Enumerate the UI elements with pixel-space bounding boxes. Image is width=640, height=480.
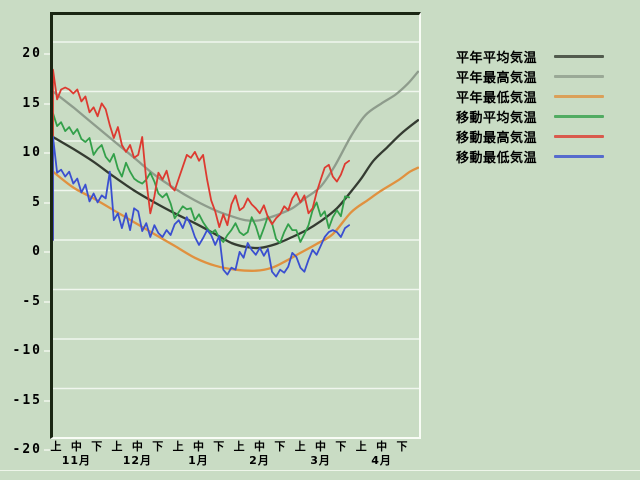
legend-line-swatch bbox=[554, 74, 604, 78]
temperature-line-chart bbox=[53, 41, 419, 390]
x-period-label: 上 bbox=[172, 440, 184, 453]
x-month-label: 11月 bbox=[61, 454, 91, 467]
x-period-label: 上 bbox=[294, 440, 306, 453]
y-axis-tick bbox=[44, 102, 50, 105]
y-axis-tick bbox=[44, 152, 50, 154]
y-axis-label: 0 bbox=[32, 244, 42, 259]
x-month-label: 3月 bbox=[310, 454, 331, 467]
series-line-norm_min bbox=[53, 166, 419, 272]
x-period-label: 下 bbox=[335, 440, 347, 453]
plot-area bbox=[50, 12, 421, 439]
legend-item: 平年最高気温 bbox=[456, 66, 604, 86]
legend-label: 平年最低気温 bbox=[456, 90, 538, 106]
y-axis-tick bbox=[44, 251, 50, 253]
series-line-move_max bbox=[53, 68, 350, 241]
x-period-label: 下 bbox=[91, 440, 103, 453]
x-period-label: 上 bbox=[233, 440, 245, 453]
y-axis-tick bbox=[44, 53, 50, 55]
window-bottom-edge bbox=[0, 470, 640, 471]
x-period-label: 中 bbox=[315, 440, 327, 453]
legend-line-swatch bbox=[554, 154, 604, 158]
x-period-label: 中 bbox=[192, 440, 204, 453]
y-axis-label: -15 bbox=[12, 392, 42, 408]
y-axis-label: -5 bbox=[22, 293, 42, 309]
legend-label: 移動平均気温 bbox=[456, 110, 538, 126]
x-period-label: 下 bbox=[152, 440, 164, 453]
y-axis-tick bbox=[44, 449, 50, 451]
legend-line-swatch bbox=[554, 54, 604, 58]
x-period-label: 上 bbox=[111, 440, 123, 453]
legend-line-swatch bbox=[554, 114, 604, 118]
series-line-move_mean bbox=[53, 112, 350, 244]
legend-line-swatch bbox=[554, 134, 604, 138]
x-period-label: 下 bbox=[396, 440, 408, 453]
y-axis-label: -20 bbox=[12, 442, 42, 457]
legend: 平年平均気温 平年最高気温 平年最低気温 移動平均気温 移動最高気温 移動最低気… bbox=[456, 46, 604, 166]
x-period-label: 上 bbox=[355, 440, 367, 453]
y-axis-label: 5 bbox=[32, 194, 42, 210]
y-axis-label: 15 bbox=[22, 95, 42, 111]
legend-label: 平年最高気温 bbox=[456, 70, 538, 86]
x-month-label: 2月 bbox=[249, 454, 270, 467]
legend-label: 移動最低気温 bbox=[456, 150, 538, 166]
y-axis-tick bbox=[44, 399, 50, 402]
legend-item: 平年最低気温 bbox=[456, 86, 604, 106]
x-period-label: 中 bbox=[70, 440, 82, 453]
y-axis-label: -10 bbox=[12, 343, 42, 358]
legend-label: 移動最高気温 bbox=[456, 130, 538, 146]
y-axis-label: 10 bbox=[22, 145, 42, 160]
series-line-norm_max bbox=[53, 70, 419, 222]
legend-item: 移動最高気温 bbox=[456, 126, 604, 146]
x-period-label: 中 bbox=[254, 440, 265, 453]
y-axis-label: 20 bbox=[22, 46, 42, 61]
y-axis-tick bbox=[44, 350, 50, 352]
legend-label: 平年平均気温 bbox=[456, 50, 538, 66]
legend-line-swatch bbox=[554, 94, 604, 98]
x-period-label: 下 bbox=[213, 440, 225, 453]
legend-item: 移動最低気温 bbox=[456, 146, 604, 166]
y-axis-tick bbox=[44, 201, 50, 204]
y-axis-tick bbox=[44, 300, 50, 303]
x-month-label: 1月 bbox=[188, 454, 209, 467]
x-period-label: 中 bbox=[131, 440, 143, 453]
x-month-label: 4月 bbox=[371, 454, 392, 467]
series-line-move_min bbox=[53, 136, 350, 278]
x-period-label: 下 bbox=[274, 440, 286, 453]
legend-item: 平年平均気温 bbox=[456, 46, 604, 66]
legend-item: 移動平均気温 bbox=[456, 106, 604, 126]
x-period-label: 上 bbox=[50, 440, 62, 453]
x-month-label: 12月 bbox=[122, 454, 153, 467]
x-period-label: 中 bbox=[376, 440, 388, 453]
